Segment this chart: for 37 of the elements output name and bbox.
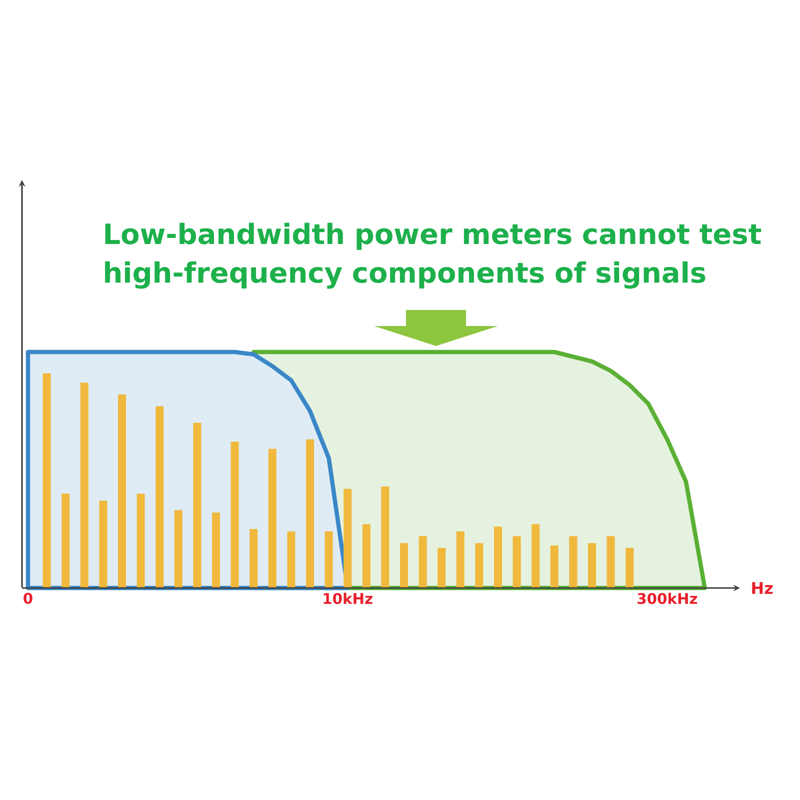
bar xyxy=(62,494,70,588)
bar xyxy=(306,439,314,588)
bar xyxy=(136,494,145,588)
bar xyxy=(287,531,296,588)
bar xyxy=(118,394,126,588)
x-tick-label: 10kHz xyxy=(324,592,372,604)
bar xyxy=(230,442,239,588)
bar xyxy=(156,406,164,588)
bar xyxy=(193,422,202,588)
bar xyxy=(494,526,502,588)
x-tick-label: 300kHz xyxy=(638,592,698,604)
bar xyxy=(626,548,634,588)
bar xyxy=(532,524,540,588)
bar xyxy=(475,543,484,588)
bar xyxy=(381,486,390,588)
bar xyxy=(588,543,596,588)
bar xyxy=(456,531,464,588)
bar xyxy=(438,548,446,588)
chart-title: Low-bandwidth power meters cannot test high-frequency components of signals xyxy=(105,222,762,289)
bar xyxy=(324,531,333,588)
bar xyxy=(250,529,258,588)
bar xyxy=(80,382,88,588)
bar xyxy=(99,500,108,588)
bar xyxy=(174,510,182,588)
x-axis-title: Hz xyxy=(752,582,773,594)
bar xyxy=(418,536,427,588)
bar xyxy=(212,512,220,588)
bar xyxy=(344,488,352,588)
bar xyxy=(550,546,558,588)
bar xyxy=(362,524,370,588)
bar xyxy=(268,448,276,588)
bar xyxy=(569,536,578,588)
bar xyxy=(512,536,521,588)
bar xyxy=(606,536,615,588)
x-tick-label: 0 xyxy=(24,592,32,604)
bar xyxy=(400,543,408,588)
bar xyxy=(42,373,51,588)
